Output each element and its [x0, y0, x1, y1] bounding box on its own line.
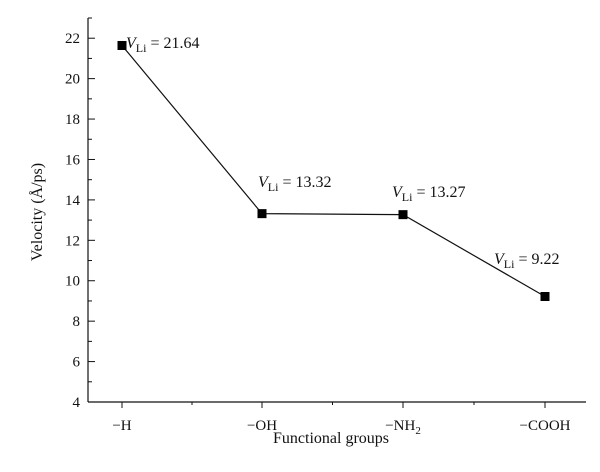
y-tick-label: 20	[65, 72, 80, 88]
data-label: VLi = 9.22	[494, 251, 559, 271]
axes	[87, 18, 586, 403]
x-axis-ticks: −H −OH −NH2 −COOH	[112, 402, 571, 437]
x-axis-label: Functional groups	[273, 430, 389, 447]
y-tick-label: 6	[73, 355, 81, 371]
y-axis-label: Velocity (Å/ps)	[28, 163, 46, 261]
data-point-marker	[398, 210, 408, 220]
annotations: VLi = 21.64 VLi = 13.32 VLi = 13.27 VLi = 9…	[126, 35, 559, 271]
data-point-marker	[540, 292, 550, 302]
y-tick-label: 10	[65, 274, 80, 290]
x-tick-label: −H	[112, 418, 131, 434]
data-label: VLi = 13.27	[392, 184, 465, 204]
y-tick-label: 22	[65, 31, 80, 47]
y-tick-label: 4	[73, 395, 81, 411]
data-label: VLi = 13.32	[258, 174, 331, 194]
y-axis-ticks: 4 6 8 10 12 14 16 18 20 22	[65, 17, 95, 411]
x-tick-label: −OH	[247, 418, 277, 434]
data-point-marker	[257, 209, 267, 219]
y-tick-label: 14	[65, 193, 81, 209]
x-tick-label: −NH2	[385, 418, 421, 437]
data-point-marker	[117, 40, 127, 50]
y-tick-label: 16	[65, 152, 81, 168]
series-line	[121, 45, 546, 298]
y-tick-label: 18	[65, 112, 80, 128]
series-group	[117, 40, 550, 302]
data-label: VLi = 21.64	[126, 35, 199, 55]
x-tick-label: −COOH	[520, 418, 571, 434]
y-tick-label: 12	[65, 233, 80, 249]
y-tick-label: 8	[73, 314, 81, 330]
